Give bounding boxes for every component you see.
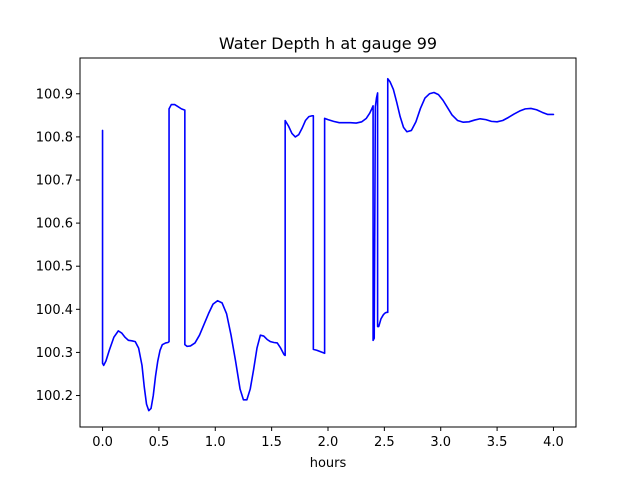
y-tick-label: 100.4: [36, 303, 73, 318]
y-tick-label: 100.2: [36, 389, 73, 404]
series-line-0: [101, 77, 555, 412]
x-tick-label: 1.5: [261, 435, 282, 450]
y-tick-label: 100.3: [36, 346, 73, 361]
x-tick-label: 4.0: [543, 435, 564, 450]
chart-title: Water Depth h at gauge 99: [219, 34, 437, 53]
x-axis: 0.0 0.5 1.0 1.5 2.0 2.5 3.0 3.5 4.0: [92, 427, 564, 450]
x-tick-label: 2.0: [318, 435, 339, 450]
x-tick-label: 2.5: [374, 435, 395, 450]
y-tick-label: 100.7: [36, 173, 73, 188]
y-tick-label: 100.8: [36, 130, 73, 145]
x-tick-label: 0.0: [92, 435, 113, 450]
y-tick-label: 100.5: [36, 260, 73, 275]
y-tick-label: 100.6: [36, 217, 73, 232]
x-axis-label: hours: [310, 456, 347, 471]
y-tick-label: 100.9: [36, 87, 73, 102]
x-tick-label: 0.5: [149, 435, 170, 450]
x-tick-label: 1.0: [205, 435, 226, 450]
x-tick-label: 3.5: [487, 435, 508, 450]
y-axis: 100.2 100.3 100.4 100.5 100.6 100.7 100.8 100.9: [36, 87, 80, 404]
x-tick-label: 3.0: [430, 435, 451, 450]
plot-background: [80, 58, 576, 427]
data-layer: [101, 77, 555, 412]
